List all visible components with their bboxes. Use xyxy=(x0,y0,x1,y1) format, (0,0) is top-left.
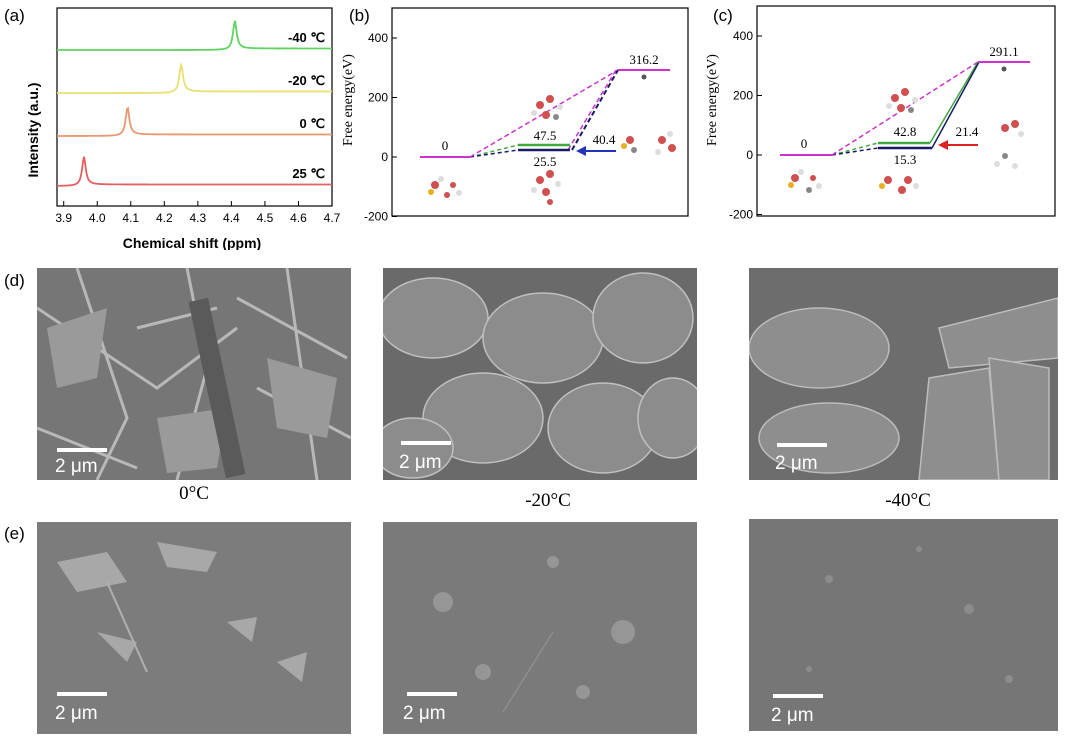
sem-image-d-m40c: 2 μm xyxy=(749,268,1058,480)
panel-label-a: (a) xyxy=(4,6,25,25)
nmr-xtick-label: 4.1 xyxy=(122,211,139,225)
nmr-ylabel: Intensity (a.u.) xyxy=(25,83,41,178)
nmr-xtick-label: 4.3 xyxy=(190,211,207,225)
c-dash-green xyxy=(831,142,879,156)
sem-image-e-m20c: 2 μm xyxy=(383,522,697,734)
energy-ytick-label: -200 xyxy=(729,208,753,222)
energy-ytick-label: -200 xyxy=(364,210,388,224)
c-label-15: 15.3 xyxy=(894,152,917,167)
nmr-trace xyxy=(57,106,332,137)
energy-ytick-label: 200 xyxy=(733,89,753,103)
energy-b-ylabel: Free energy(eV) xyxy=(341,54,356,146)
sem-image-d-m20c: 2 μm xyxy=(383,268,697,480)
scalebar-label: 2 μm xyxy=(55,703,98,724)
energy-ytick-label: 0 xyxy=(381,150,388,164)
nmr-traces xyxy=(56,20,332,187)
b-dash-navy-up xyxy=(571,69,619,151)
nmr-xtick-label: 4.2 xyxy=(156,211,173,225)
scalebar xyxy=(777,443,827,447)
nmr-xtick-label: 4.5 xyxy=(257,211,274,225)
c-label-21: 21.4 xyxy=(956,124,979,139)
c-label-291: 291.1 xyxy=(989,44,1018,59)
nmr-ticks: 3.9 4.0 4.1 4.2 4.3 4.4 4.5 4.6 4.7 xyxy=(55,201,340,225)
c-dot xyxy=(1001,66,1007,72)
scalebar xyxy=(407,692,457,696)
sem-texture xyxy=(383,268,697,480)
nmr-xlabel: Chemical shift (ppm) xyxy=(123,235,261,250)
scalebar xyxy=(401,441,451,445)
caption-m40c: -40°C xyxy=(885,490,931,511)
sem-image-e-0c: 2 μm xyxy=(37,522,351,734)
b-label-0: 0 xyxy=(442,138,449,153)
energy-b-frame xyxy=(391,7,689,217)
sem-texture xyxy=(383,522,697,734)
nmr-chart: Intensity (a.u.) 3.9 4.0 4.1 4.2 4.3 4.4 4.5 4.… xyxy=(25,7,340,250)
scalebar xyxy=(773,694,823,698)
nmr-xtick-label: 4.4 xyxy=(223,211,240,225)
c-dash-navy xyxy=(831,147,879,156)
panel-label-d: (d) xyxy=(4,271,25,290)
nmr-xtick-label: 4.0 xyxy=(89,211,106,225)
b-dash-magenta xyxy=(469,69,619,158)
panel-label-c: (c) xyxy=(713,6,733,25)
b-label-47: 47.5 xyxy=(534,128,557,143)
b-label-25: 25.5 xyxy=(534,154,557,169)
scalebar-label: 2 μm xyxy=(771,705,814,726)
scalebar-label: 2 μm xyxy=(55,456,98,477)
caption-m20c: -20°C xyxy=(525,490,571,511)
nmr-labels: -40 ℃ -20 ℃ 0 ℃ 25 ℃ xyxy=(288,30,325,181)
scalebar-label: 2 μm xyxy=(403,703,446,724)
scalebar xyxy=(57,692,107,696)
energy-ytick-label: 400 xyxy=(733,29,753,43)
b-label-40: 40.4 xyxy=(593,132,616,147)
b-arrowhead xyxy=(576,146,586,156)
c-molecule-icons xyxy=(788,88,1024,194)
c-label-0: 0 xyxy=(801,136,808,151)
energy-c-yticks: 400 200 0 -200 xyxy=(729,29,762,222)
c-dash-magenta xyxy=(831,61,979,156)
energy-c-ylabel: Free energy(eV) xyxy=(705,54,720,146)
nmr-series-label: -40 ℃ xyxy=(288,30,325,45)
c-line-green-up xyxy=(929,61,979,144)
c-label-42: 42.8 xyxy=(894,124,917,139)
nmr-series-label: 25 ℃ xyxy=(292,166,325,181)
b-dash-green xyxy=(469,144,519,158)
scalebar-label: 2 μm xyxy=(399,452,442,473)
sem-texture xyxy=(749,519,1058,731)
sem-texture xyxy=(37,522,351,734)
nmr-xtick-label: 3.9 xyxy=(55,211,72,225)
sem-image-d-0c: 2 μm xyxy=(37,268,351,480)
sem-image-e-m40c: 2 μm xyxy=(749,519,1058,731)
nmr-series-label: -20 ℃ xyxy=(288,73,325,88)
nmr-series-label: 0 ℃ xyxy=(300,116,325,131)
energy-c-frame xyxy=(756,5,1056,217)
b-dot xyxy=(641,74,647,80)
nmr-trace xyxy=(56,156,332,187)
nmr-frame xyxy=(56,7,333,207)
caption-0c: 0°C xyxy=(179,483,209,504)
scalebar-label: 2 μm xyxy=(775,453,818,474)
energy-b-yticks: 400 200 0 -200 xyxy=(364,31,397,224)
scalebar xyxy=(57,448,107,452)
sem-texture xyxy=(749,268,1058,480)
b-label-316: 316.2 xyxy=(629,52,658,67)
panel-label-e: (e) xyxy=(4,524,25,543)
b-dash-navy xyxy=(469,149,519,158)
c-arrowhead xyxy=(938,140,948,150)
energy-ytick-label: 400 xyxy=(368,31,388,45)
nmr-xtick-label: 4.6 xyxy=(290,211,307,225)
energy-ytick-label: 200 xyxy=(368,91,388,105)
nmr-xtick-label: 4.7 xyxy=(324,211,340,225)
nmr-trace xyxy=(57,61,332,94)
c-line-navy-up xyxy=(931,61,980,149)
energy-ytick-label: 0 xyxy=(746,148,753,162)
panel-label-b: (b) xyxy=(349,6,370,25)
b-molecule-icons xyxy=(428,95,676,205)
nmr-trace xyxy=(57,20,332,51)
